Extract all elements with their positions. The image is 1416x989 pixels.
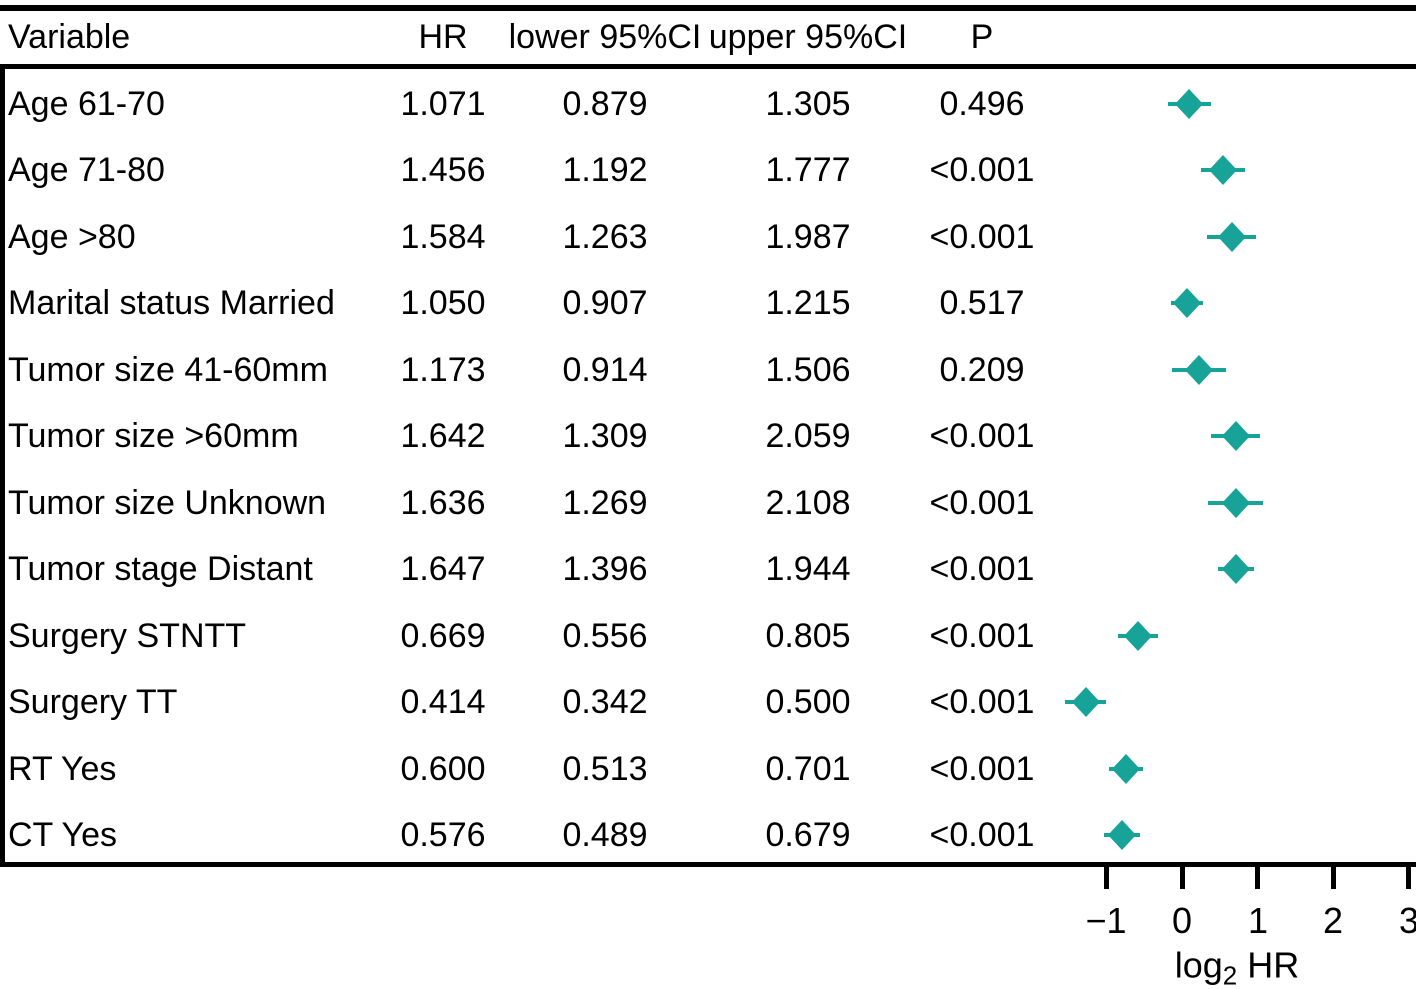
upper-ci-cell: 0.679 (765, 816, 851, 854)
variable-cell: Surgery STNTT (8, 617, 247, 655)
p-value-cell: 0.209 (939, 351, 1025, 389)
variable-cell: Tumor size >60mm (8, 417, 299, 455)
variable-cell: Age >80 (8, 218, 136, 256)
axis-tick-label: 3 (1398, 900, 1416, 941)
hr-diamond (1222, 554, 1250, 584)
lower-ci-cell: 1.263 (562, 218, 648, 256)
upper-ci-cell: 2.059 (765, 417, 851, 455)
p-value-cell: <0.001 (929, 151, 1035, 189)
axis-tick (1255, 862, 1260, 889)
hr-diamond (1218, 222, 1246, 252)
x-axis-title-rest: HR (1237, 944, 1300, 986)
hr-cell: 0.414 (400, 683, 486, 721)
upper-ci-cell: 1.944 (765, 550, 851, 588)
p-value-cell: 0.496 (939, 85, 1025, 123)
hr-diamond (1209, 155, 1237, 185)
variable-cell: CT Yes (8, 816, 118, 854)
hr-cell: 1.642 (400, 417, 486, 455)
axis-tick-label: 0 (1171, 900, 1193, 941)
hr-cell: 1.584 (400, 218, 486, 256)
upper-ci-cell: 1.215 (765, 284, 851, 322)
p-value-cell: <0.001 (929, 683, 1035, 721)
upper-ci-cell: 0.701 (765, 750, 851, 788)
p-value-cell: 0.517 (939, 284, 1025, 322)
lower-ci-cell: 0.489 (562, 816, 648, 854)
hr-cell: 0.576 (400, 816, 486, 854)
upper-ci-cell: 1.777 (765, 151, 851, 189)
axis-baseline-rule (0, 862, 1416, 867)
hr-diamond (1072, 687, 1100, 717)
axis-tick (1180, 862, 1185, 889)
column-header-lower-ci: lower 95%CI (508, 18, 702, 56)
p-value-cell: <0.001 (929, 550, 1035, 588)
axis-tick-label: 2 (1322, 900, 1344, 941)
hr-cell: 1.173 (400, 351, 486, 389)
lower-ci-cell: 1.269 (562, 484, 648, 522)
lower-ci-cell: 0.907 (562, 284, 648, 322)
lower-ci-cell: 1.396 (562, 550, 648, 588)
zero-reference-line (0, 64, 5, 867)
hr-cell: 1.071 (400, 85, 486, 123)
variable-cell: Age 61-70 (8, 85, 165, 123)
p-value-cell: <0.001 (929, 617, 1035, 655)
lower-ci-cell: 1.309 (562, 417, 648, 455)
hr-diamond (1173, 288, 1201, 318)
p-value-cell: <0.001 (929, 484, 1035, 522)
variable-cell: Surgery TT (8, 683, 178, 721)
upper-ci-cell: 2.108 (765, 484, 851, 522)
p-value-cell: <0.001 (929, 218, 1035, 256)
upper-ci-cell: 1.987 (765, 218, 851, 256)
hr-cell: 0.600 (400, 750, 486, 788)
hr-diamond (1108, 820, 1136, 850)
upper-ci-cell: 1.506 (765, 351, 851, 389)
axis-tick (1406, 862, 1411, 889)
hr-diamond (1222, 421, 1250, 451)
lower-ci-cell: 0.556 (562, 617, 648, 655)
upper-ci-cell: 0.805 (765, 617, 851, 655)
top-rule (0, 5, 1416, 11)
axis-tick (1331, 862, 1336, 889)
x-axis-title-subscript: 2 (1222, 960, 1238, 989)
axis-tick-label: 1 (1247, 900, 1269, 941)
lower-ci-cell: 1.192 (562, 151, 648, 189)
hr-diamond (1112, 754, 1140, 784)
lower-ci-cell: 0.342 (562, 683, 648, 721)
upper-ci-cell: 1.305 (765, 85, 851, 123)
hr-diamond (1185, 355, 1213, 385)
axis-tick (1104, 862, 1109, 889)
hr-cell: 1.456 (400, 151, 486, 189)
variable-cell: Marital status Married (8, 284, 335, 322)
p-value-cell: <0.001 (929, 816, 1035, 854)
upper-ci-cell: 0.500 (765, 683, 851, 721)
column-header-variable: Variable (8, 18, 131, 56)
variable-cell: Age 71-80 (8, 151, 165, 189)
x-axis-title: log2 HR (1174, 944, 1300, 989)
lower-ci-cell: 0.914 (562, 351, 648, 389)
column-header-hr: HR (418, 18, 468, 56)
x-axis-title-base: log (1174, 944, 1223, 986)
axis-tick-label: −1 (1085, 900, 1127, 941)
p-value-cell: <0.001 (929, 750, 1035, 788)
hr-cell: 1.647 (400, 550, 486, 588)
column-header-upper-ci: upper 95%CI (708, 18, 908, 56)
hr-cell: 1.050 (400, 284, 486, 322)
variable-cell: Tumor stage Distant (8, 550, 313, 588)
variable-cell: RT Yes (8, 750, 117, 788)
hr-cell: 0.669 (400, 617, 486, 655)
header-rule (0, 64, 1416, 69)
variable-cell: Tumor size Unknown (8, 484, 327, 522)
hr-diamond (1222, 488, 1250, 518)
hr-diamond (1175, 89, 1203, 119)
lower-ci-cell: 0.513 (562, 750, 648, 788)
lower-ci-cell: 0.879 (562, 85, 648, 123)
column-header-p: P (970, 18, 994, 56)
hr-diamond (1124, 621, 1152, 651)
variable-cell: Tumor size 41-60mm (8, 351, 328, 389)
p-value-cell: <0.001 (929, 417, 1035, 455)
hr-cell: 1.636 (400, 484, 486, 522)
